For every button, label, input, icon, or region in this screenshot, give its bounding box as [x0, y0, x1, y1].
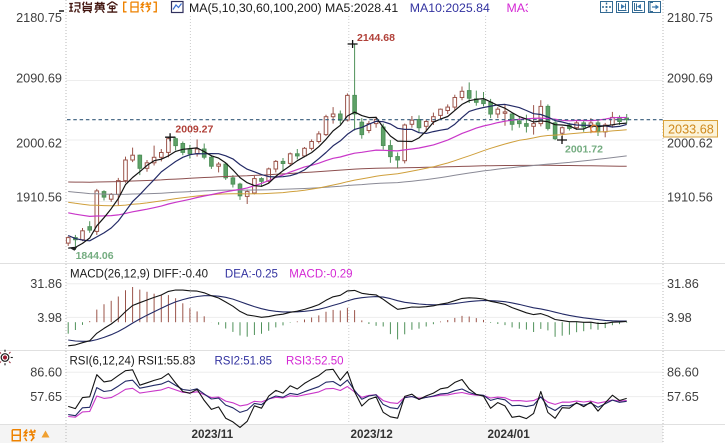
- svg-text:1910.56: 1910.56: [667, 191, 713, 205]
- svg-text:2023/12: 2023/12: [351, 428, 394, 441]
- svg-text:MACD:-0.29: MACD:-0.29: [289, 269, 352, 281]
- svg-text:31.86: 31.86: [667, 277, 699, 291]
- svg-text:2001.72: 2001.72: [565, 144, 603, 156]
- svg-text:86.60: 86.60: [30, 366, 62, 380]
- svg-text:2000.62: 2000.62: [667, 136, 713, 150]
- svg-text:2009.27: 2009.27: [175, 124, 213, 136]
- svg-text:RSI2:51.85: RSI2:51.85: [215, 356, 273, 368]
- svg-text:MA10:2025.84: MA10:2025.84: [410, 1, 490, 15]
- svg-text:2090.69: 2090.69: [667, 71, 713, 85]
- svg-text:1910.56: 1910.56: [16, 191, 62, 205]
- svg-text:2090.69: 2090.69: [16, 71, 62, 85]
- svg-text:2024/01: 2024/01: [488, 428, 531, 441]
- svg-text:MA(5,10,30,60,100,200) MA5:202: MA(5,10,30,60,100,200) MA5:2028.41: [189, 1, 398, 15]
- svg-text:57.65: 57.65: [30, 390, 62, 404]
- svg-text:2033.68: 2033.68: [668, 123, 714, 137]
- svg-text:2144.68: 2144.68: [357, 32, 395, 44]
- svg-text:2180.75: 2180.75: [667, 11, 713, 25]
- svg-text:57.65: 57.65: [667, 390, 699, 404]
- svg-text:31.86: 31.86: [30, 277, 62, 291]
- svg-text:RSI(6,12,24) RSI1:55.83: RSI(6,12,24) RSI1:55.83: [70, 356, 196, 368]
- svg-text:DEA:-0.25: DEA:-0.25: [225, 269, 278, 281]
- svg-text:1844.06: 1844.06: [76, 250, 114, 262]
- svg-text:3.98: 3.98: [667, 311, 692, 325]
- svg-text:MA30:2025.50: MA30:2025.50: [507, 1, 587, 15]
- svg-text:86.60: 86.60: [667, 366, 699, 380]
- svg-text:2180.75: 2180.75: [16, 11, 62, 25]
- svg-text:RSI3:52.50: RSI3:52.50: [286, 356, 344, 368]
- svg-text:MACD(26,12,9) DIFF:-0.40: MACD(26,12,9) DIFF:-0.40: [70, 269, 208, 281]
- svg-text:2023/11: 2023/11: [192, 428, 234, 441]
- svg-text:2000.62: 2000.62: [16, 136, 62, 150]
- svg-text:3.98: 3.98: [37, 311, 62, 325]
